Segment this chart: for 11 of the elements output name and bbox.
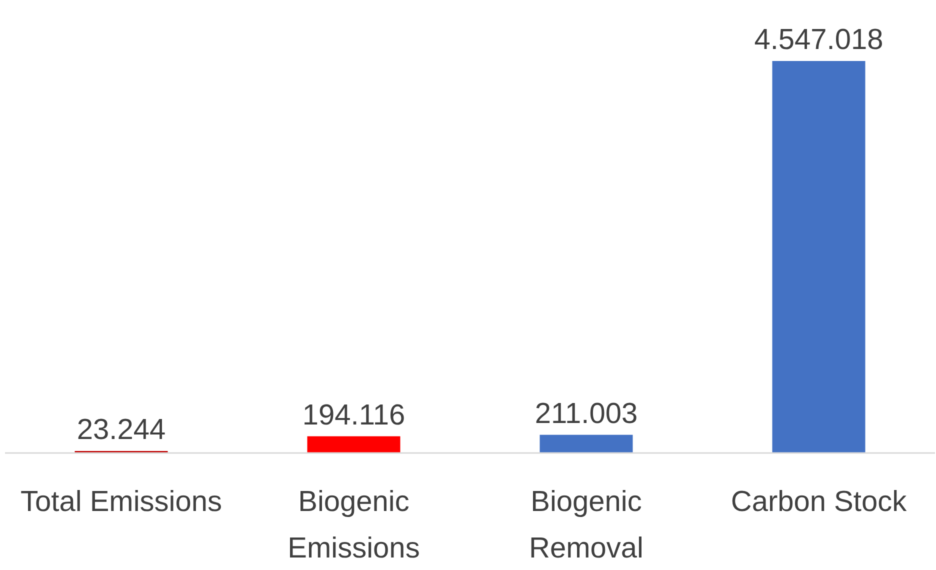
bar [772, 61, 866, 453]
data-label: 4.547.018 [754, 24, 884, 56]
bar [307, 436, 400, 453]
data-label: 194.116 [302, 399, 406, 432]
x-tick-label: Biogenic Emissions [288, 486, 420, 564]
x-tick-label: Total Emissions [20, 486, 222, 518]
x-tick-label: Biogenic Removal [529, 486, 644, 564]
data-label: 211.003 [534, 398, 638, 430]
bar [540, 434, 633, 453]
data-label: 23.244 [76, 414, 166, 446]
x-tick-label: Carbon Stock [730, 486, 908, 518]
